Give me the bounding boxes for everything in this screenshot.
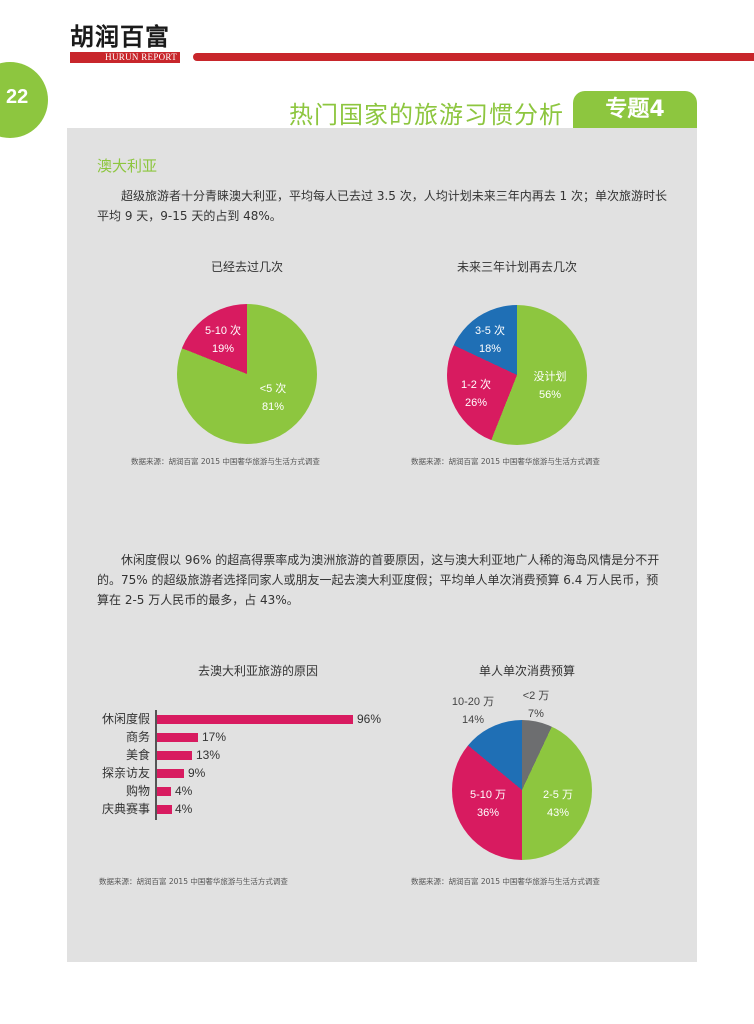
chart-title-plan: 未来三年计划再去几次 <box>456 260 577 274</box>
bar-fill <box>157 787 171 796</box>
slice-category: 2-5 万 <box>543 789 573 801</box>
bar-chart-reasons: 休闲度假 96% 商务 17% 美食 13% 探亲访友 9% 购物 4% 庆典赛… <box>90 710 400 820</box>
slice-category: 5-10 万 <box>469 789 507 801</box>
pie-chart-plan <box>447 305 587 445</box>
slice-value: 36% <box>476 807 500 819</box>
bar-label: 美食 <box>125 748 150 762</box>
section-heading: 澳大利亚 <box>97 157 158 175</box>
bar-row: 购物 4% <box>90 783 400 799</box>
slice-category: <2 万 <box>522 690 550 702</box>
logo-chinese: 胡润百富 <box>70 23 170 51</box>
topic-tab: 专题4 <box>573 91 697 129</box>
pie-label-no-plan: 没计划 56% <box>520 368 580 404</box>
slice-value: 7% <box>528 708 544 720</box>
bar-label: 商务 <box>125 730 150 744</box>
pie-label-under-5: <5 次 81% <box>243 380 303 416</box>
bar-label: 探亲访友 <box>101 766 150 780</box>
source-note-3: 数据来源：胡润百富 2015 中国奢华旅游与生活方式调查 <box>99 877 288 886</box>
source-note-2: 数据来源：胡润百富 2015 中国奢华旅游与生活方式调查 <box>411 457 600 466</box>
content-panel <box>67 128 697 962</box>
bar-row: 庆典赛事 4% <box>90 801 400 817</box>
slice-category: 没计划 <box>533 371 567 383</box>
slice-value: 56% <box>538 389 562 401</box>
slice-category: 3-5 次 <box>475 325 505 337</box>
pie-label-10-20: 10-20 万 14% <box>440 693 506 729</box>
bar-row: 探亲访友 9% <box>90 765 400 781</box>
bar-axis <box>155 710 157 820</box>
pie-label-5-10: 5-10 次 19% <box>193 322 253 358</box>
slice-category: 10-20 万 <box>451 696 495 708</box>
header-red-bar <box>193 53 754 61</box>
slice-value: 26% <box>464 397 488 409</box>
slice-value: 19% <box>211 343 235 355</box>
bar-label: 休闲度假 <box>101 712 150 726</box>
bar-value: 13% <box>196 748 221 762</box>
bar-fill <box>157 715 353 724</box>
slice-category: 1-2 次 <box>461 379 491 391</box>
source-note-1: 数据来源：胡润百富 2015 中国奢华旅游与生活方式调查 <box>131 457 320 466</box>
bar-row: 休闲度假 96% <box>90 711 400 727</box>
chart-title-budget: 单人单次消费预算 <box>478 664 575 678</box>
bar-label: 购物 <box>125 784 150 798</box>
bar-value: 17% <box>202 730 227 744</box>
bar-value: 4% <box>175 784 193 798</box>
page-number-badge: 22 <box>0 62 48 138</box>
bar-value: 9% <box>188 766 206 780</box>
reasons-paragraph: 休闲度假以 96% 的超高得票率成为澳洲旅游的首要原因，这与澳大利亚地广人稀的海… <box>97 553 660 607</box>
bar-fill <box>157 733 198 742</box>
pie-chart-visited <box>177 304 317 444</box>
hurun-logo: 胡润百富 HURUN REPORT <box>70 23 180 63</box>
slice-value: 18% <box>478 343 502 355</box>
slice-value: 43% <box>546 807 570 819</box>
bar-row: 美食 13% <box>90 747 400 763</box>
page-title: 热门国家的旅游习惯分析 <box>289 101 564 129</box>
bar-fill <box>157 805 172 814</box>
pie-label-3-5: 3-5 次 18% <box>460 322 520 358</box>
slice-value: 81% <box>261 401 285 413</box>
pie-label-2-5: 2-5 万 43% <box>528 786 588 822</box>
logo-english: HURUN REPORT <box>70 52 180 63</box>
slice-category: <5 次 <box>259 383 287 395</box>
intro-paragraph: 超级旅游者十分青睐澳大利亚，平均每人已去过 3.5 次，人均计划未来三年内再去 … <box>97 189 667 223</box>
bar-fill <box>157 769 184 778</box>
pie-label-1-2: 1-2 次 26% <box>446 376 506 412</box>
slice-category: 5-10 次 <box>204 325 242 337</box>
page-number: 22 <box>6 86 29 108</box>
bar-label: 庆典赛事 <box>101 802 150 816</box>
bar-row: 商务 17% <box>90 729 400 745</box>
bar-value: 96% <box>357 712 382 726</box>
bar-fill <box>157 751 192 760</box>
pie-label-5-10: 5-10 万 36% <box>458 786 518 822</box>
pie-label-under-2: <2 万 7% <box>506 687 566 723</box>
slice-value: 14% <box>461 714 485 726</box>
bar-value: 4% <box>175 802 193 816</box>
pie-chart-budget <box>452 720 592 860</box>
chart-title-visited: 已经去过几次 <box>210 260 283 274</box>
chart-title-reasons: 去澳大利亚旅游的原因 <box>197 664 318 678</box>
source-note-4: 数据来源：胡润百富 2015 中国奢华旅游与生活方式调查 <box>411 877 600 886</box>
